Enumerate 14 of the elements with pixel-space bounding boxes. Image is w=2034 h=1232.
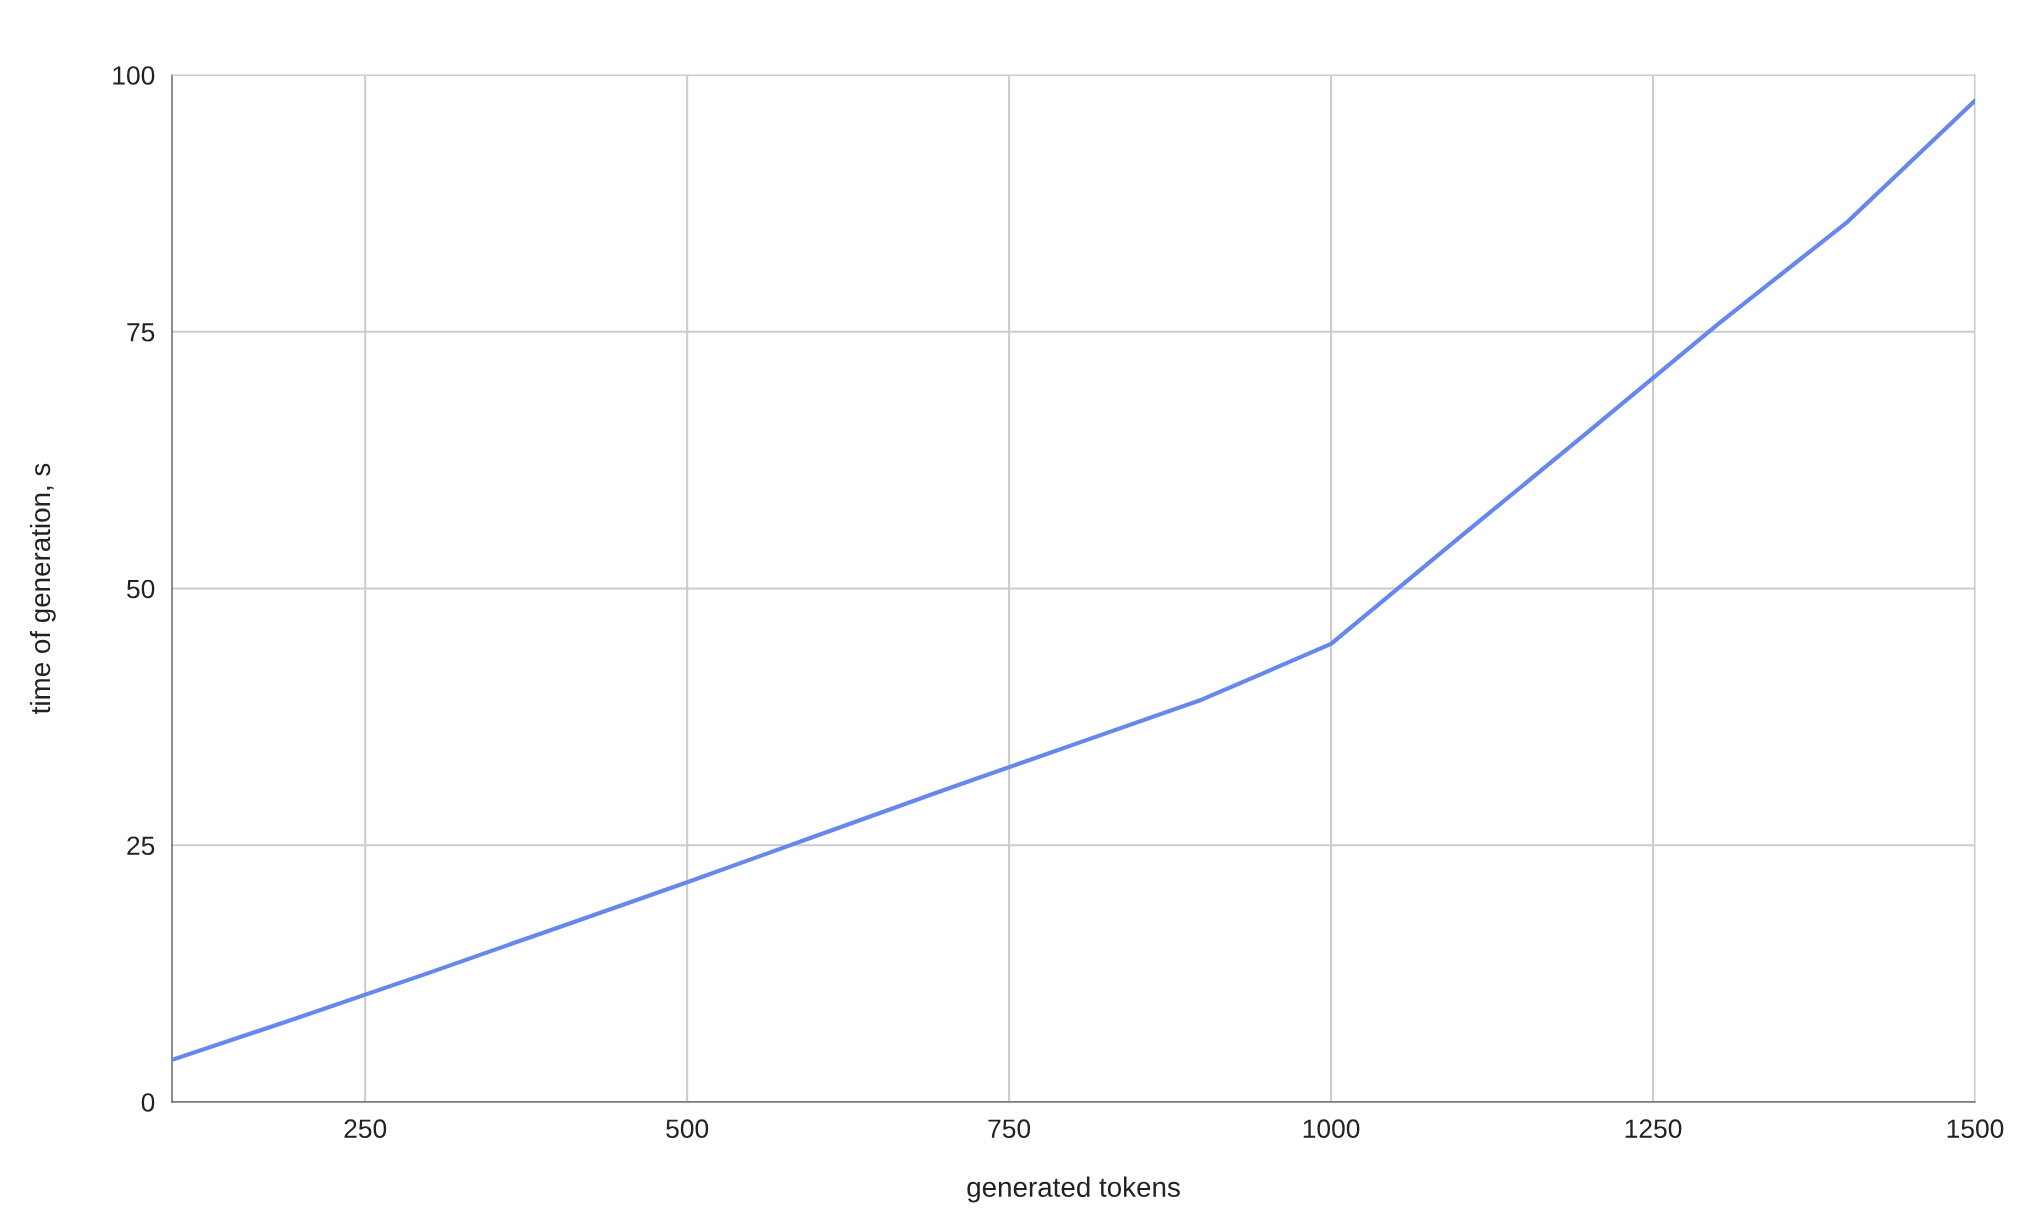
- y-tick-label: 0: [141, 1093, 155, 1112]
- y-tick-label: 100: [113, 66, 155, 85]
- x-tick-label: 1250: [1625, 1119, 1682, 1139]
- x-tick-label: 1000: [1303, 1119, 1360, 1139]
- line-series: [172, 98, 1975, 1062]
- y-tick-label: 50: [127, 579, 155, 599]
- y-axis-title: time of generation, s: [29, 463, 56, 714]
- x-axis-title: generated tokens: [967, 1176, 1180, 1203]
- x-tick-label: 250: [344, 1119, 387, 1139]
- y-tick-label: 25: [127, 836, 155, 856]
- x-tick-label: 500: [666, 1119, 709, 1139]
- y-tick-label: 75: [127, 323, 155, 342]
- x-tick-label: 750: [988, 1119, 1031, 1139]
- x-tick-label: 1500: [1947, 1119, 2004, 1139]
